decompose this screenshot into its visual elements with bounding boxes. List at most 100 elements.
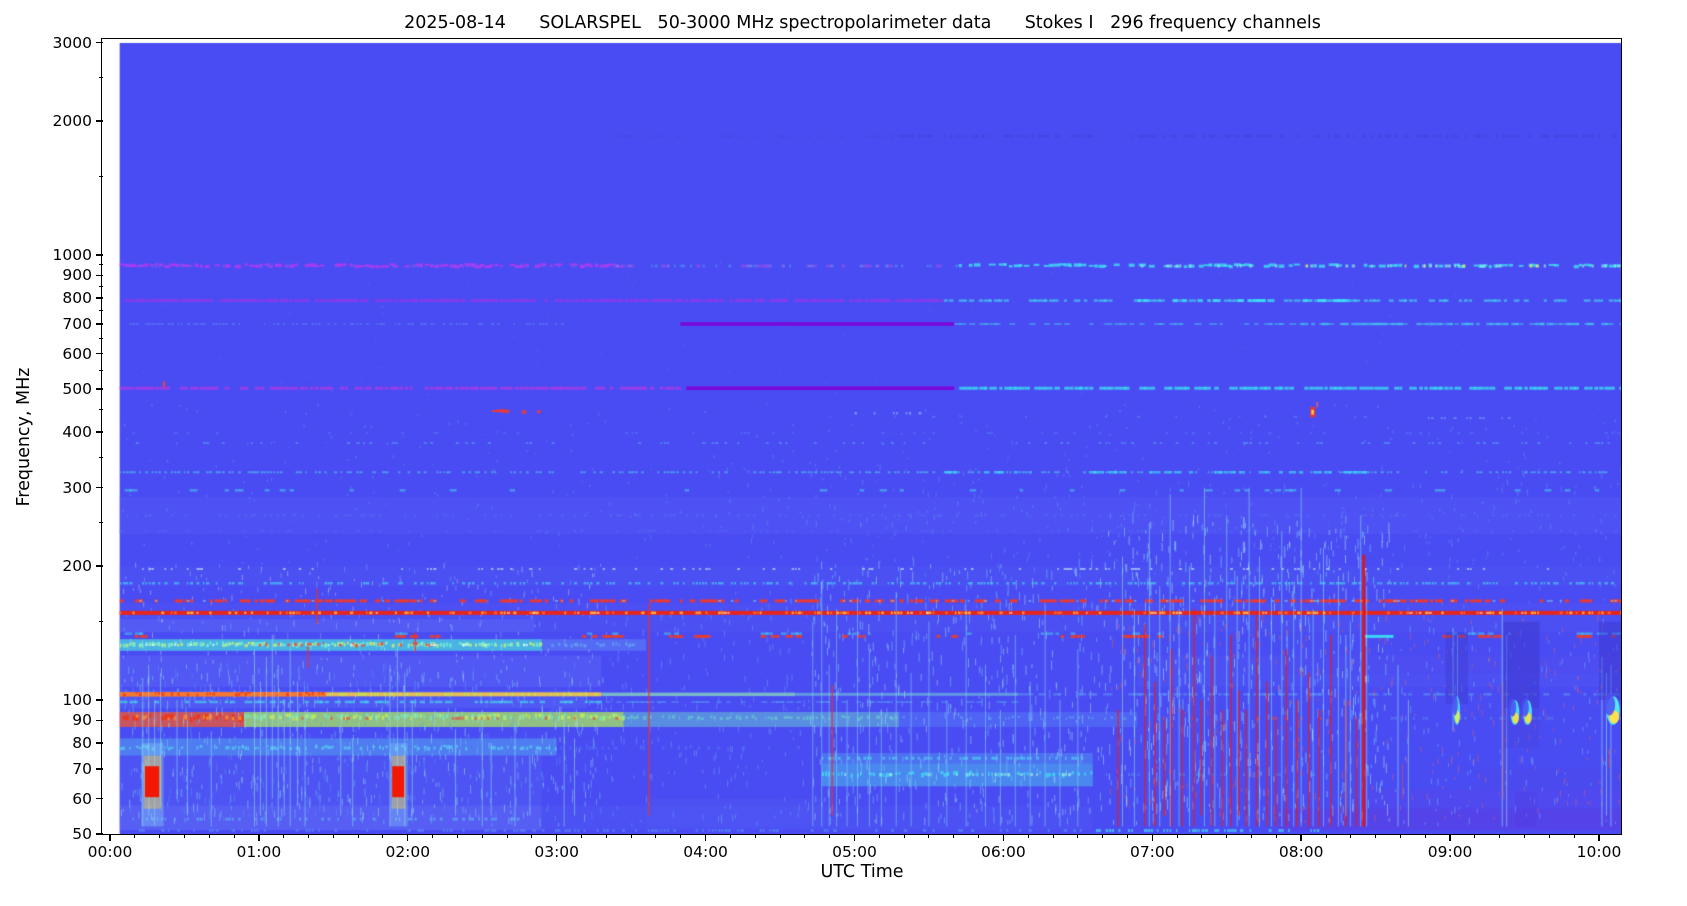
y-major-tick bbox=[96, 388, 103, 390]
x-minor-tick bbox=[481, 834, 483, 838]
x-minor-tick bbox=[1399, 834, 1401, 838]
x-minor-tick bbox=[928, 834, 930, 838]
x-major-tick bbox=[1449, 834, 1451, 841]
y-major-tick bbox=[96, 323, 103, 325]
x-minor-tick bbox=[1102, 834, 1104, 838]
x-major-tick bbox=[258, 834, 260, 841]
y-tick-label: 2000 bbox=[52, 112, 92, 131]
y-tick-label: 800 bbox=[62, 289, 92, 308]
x-major-tick bbox=[1300, 834, 1302, 841]
y-tick-label: 500 bbox=[62, 380, 92, 398]
x-major-tick bbox=[407, 834, 409, 841]
x-minor-tick bbox=[630, 834, 632, 838]
x-tick-label: 05:00 bbox=[832, 843, 877, 861]
x-minor-tick bbox=[432, 834, 434, 838]
x-major-tick bbox=[1598, 834, 1600, 841]
x-minor-tick bbox=[1126, 834, 1128, 838]
x-minor-tick bbox=[1201, 834, 1203, 838]
x-tick-label: 02:00 bbox=[385, 843, 431, 861]
y-tick-label: 200 bbox=[62, 557, 92, 576]
x-tick-label: 09:00 bbox=[1427, 843, 1473, 861]
x-minor-tick bbox=[804, 834, 806, 838]
y-tick-label: 700 bbox=[62, 314, 92, 333]
x-minor-tick bbox=[1251, 834, 1253, 838]
x-minor-tick bbox=[308, 834, 310, 838]
x-tick-label: 07:00 bbox=[1129, 843, 1175, 861]
x-tick-label: 06:00 bbox=[981, 843, 1026, 861]
x-minor-tick bbox=[1350, 834, 1352, 838]
x-minor-tick bbox=[1052, 834, 1054, 838]
y-tick-label: 70 bbox=[72, 759, 92, 778]
y-minor-tick bbox=[99, 285, 103, 287]
x-minor-tick bbox=[729, 834, 731, 838]
y-minor-tick bbox=[99, 310, 103, 312]
y-major-tick bbox=[96, 833, 103, 835]
x-minor-tick bbox=[357, 834, 359, 838]
x-minor-tick bbox=[1524, 834, 1526, 838]
y-tick-label: 3000 bbox=[52, 33, 92, 52]
y-tick-label: 300 bbox=[62, 478, 92, 497]
y-minor-tick bbox=[99, 337, 103, 339]
y-minor-tick bbox=[99, 77, 103, 79]
x-minor-tick bbox=[1275, 834, 1277, 838]
x-tick-label: 04:00 bbox=[683, 843, 728, 861]
y-major-tick bbox=[96, 487, 103, 489]
x-major-tick bbox=[853, 834, 856, 841]
x-minor-tick bbox=[183, 834, 185, 838]
y-minor-tick bbox=[99, 621, 103, 623]
x-minor-tick bbox=[754, 834, 756, 838]
y-minor-tick bbox=[99, 370, 103, 372]
x-minor-tick bbox=[382, 834, 384, 838]
x-minor-tick bbox=[506, 834, 508, 838]
x-minor-tick bbox=[779, 834, 781, 838]
x-major-tick bbox=[1151, 834, 1153, 841]
y-major-tick bbox=[96, 699, 103, 701]
x-major-tick bbox=[704, 834, 707, 841]
x-minor-tick bbox=[1176, 834, 1178, 838]
x-minor-tick bbox=[1226, 834, 1228, 838]
x-minor-tick bbox=[1474, 834, 1476, 838]
y-minor-tick bbox=[99, 264, 103, 266]
y-tick-label: 600 bbox=[62, 344, 92, 363]
y-major-tick bbox=[96, 742, 103, 744]
x-minor-tick bbox=[581, 834, 582, 838]
x-minor-tick bbox=[605, 834, 607, 838]
x-axis-label: UTC Time bbox=[820, 862, 904, 882]
x-minor-tick bbox=[159, 834, 161, 838]
x-major-tick bbox=[109, 834, 111, 841]
y-tick-label: 100 bbox=[62, 691, 92, 710]
x-minor-tick bbox=[456, 834, 458, 838]
y-minor-tick bbox=[99, 408, 103, 410]
x-minor-tick bbox=[1077, 834, 1079, 838]
x-minor-tick bbox=[1027, 834, 1029, 838]
x-tick-label: 01:00 bbox=[236, 843, 282, 861]
x-minor-tick bbox=[829, 834, 831, 838]
y-tick-label: 900 bbox=[62, 266, 92, 285]
x-tick-label: 10:00 bbox=[1576, 843, 1622, 861]
x-minor-tick bbox=[1325, 834, 1327, 838]
x-tick-label: 00:00 bbox=[87, 843, 133, 861]
y-major-tick bbox=[96, 353, 103, 355]
x-minor-tick bbox=[680, 834, 682, 838]
spectrogram-canvas bbox=[103, 40, 1622, 834]
x-minor-tick bbox=[208, 834, 210, 838]
chart-title: 2025-08-14 SOLARSPEL 50-3000 MHz spectro… bbox=[404, 13, 1321, 33]
x-minor-tick bbox=[332, 834, 334, 838]
x-minor-tick bbox=[953, 834, 955, 838]
y-tick-label: 90 bbox=[72, 711, 92, 730]
y-tick-label: 1000 bbox=[52, 246, 92, 265]
x-minor-tick bbox=[978, 834, 980, 838]
x-minor-tick bbox=[283, 834, 285, 838]
x-minor-tick bbox=[233, 834, 235, 838]
x-major-tick bbox=[555, 834, 558, 841]
y-minor-tick bbox=[99, 522, 103, 524]
y-major-tick bbox=[96, 274, 103, 277]
y-tick-label: 80 bbox=[72, 734, 92, 753]
x-minor-tick bbox=[655, 834, 657, 838]
y-tick-label: 60 bbox=[72, 789, 92, 808]
y-major-tick bbox=[96, 719, 103, 722]
x-minor-tick bbox=[531, 834, 533, 838]
y-major-tick bbox=[96, 768, 103, 770]
y-tick-label: 50 bbox=[72, 825, 92, 843]
